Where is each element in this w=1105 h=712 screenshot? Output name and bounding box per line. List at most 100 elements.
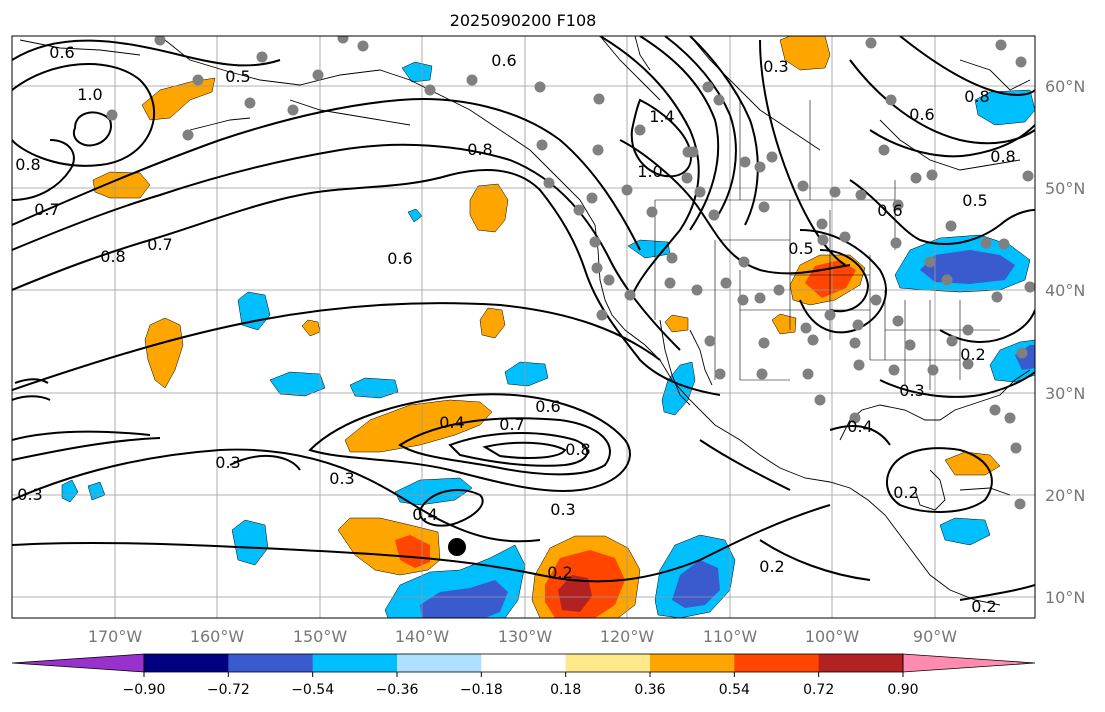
lat-label: 10°N <box>1045 588 1085 607</box>
contour-label: 0.2 <box>971 597 996 616</box>
contour-label: 0.4 <box>847 417 872 436</box>
state-borders <box>654 100 1000 390</box>
contour-label: 0.6 <box>877 201 902 220</box>
colorbar-cell <box>734 654 820 672</box>
graticule <box>12 36 1035 618</box>
contour-label: 0.6 <box>49 43 74 62</box>
orange-area-small-1 <box>479 307 506 339</box>
contour-label: 0.3 <box>215 453 240 472</box>
lon-label: 100°W <box>805 627 860 646</box>
latitude-labels: 60°N 50°N 40°N 30°N 20°N 10°N <box>1045 77 1085 607</box>
contour-label: 0.6 <box>535 397 560 416</box>
midblue-area-great-lakes <box>920 250 1015 284</box>
contour-label: 0.8 <box>964 87 989 106</box>
contour-label: 0.5 <box>962 191 987 210</box>
contour-label: 0.8 <box>565 440 590 459</box>
colorbar-cell <box>312 654 398 672</box>
storm-center-dot <box>448 538 466 556</box>
lon-label: 140°W <box>395 627 450 646</box>
lon-label: 130°W <box>498 627 553 646</box>
lat-label: 50°N <box>1045 179 1085 198</box>
contour-label: 0.2 <box>960 345 985 364</box>
coastlines <box>19 36 1031 606</box>
blue-area-mid-4 <box>504 361 549 387</box>
contour-label: 0.2 <box>547 563 572 582</box>
colorbar-tick-label: −0.36 <box>376 682 419 698</box>
blue-area-mid-2 <box>269 371 326 397</box>
lon-label: 150°W <box>293 627 348 646</box>
contour-lines <box>12 36 1035 601</box>
blue-area-caribbean <box>939 517 991 546</box>
contour-label: 0.6 <box>909 105 934 124</box>
orange-area-baja <box>664 314 689 333</box>
colorbar-cell <box>650 654 735 672</box>
contour-label: 0.5 <box>788 239 813 258</box>
lon-label: 110°W <box>703 627 758 646</box>
contour-label: 0.3 <box>763 57 788 76</box>
contour-label: 0.7 <box>499 415 524 434</box>
blue-area-mid-5 <box>394 477 473 506</box>
contour-label: 0.2 <box>893 483 918 502</box>
colorbar: −0.90 −0.72 −0.54 −0.36 −0.18 0.18 0.36 0.54 0.7… <box>11 653 1036 698</box>
lat-label: 20°N <box>1045 486 1085 505</box>
lat-label: 30°N <box>1045 384 1085 403</box>
contour-label: 0.8 <box>100 247 125 266</box>
lat-label: 40°N <box>1045 281 1085 300</box>
orange-area-small-2 <box>301 319 321 337</box>
contour-label: 0.6 <box>387 249 412 268</box>
colorbar-cell <box>481 654 567 672</box>
contour-label: 1.0 <box>77 85 102 104</box>
midblue-area-south-2 <box>672 560 720 608</box>
midblue-area-south-1 <box>420 580 508 618</box>
orange-area-canada <box>779 36 831 71</box>
contour-label: 0.7 <box>34 200 59 219</box>
colorbar-extend-min <box>11 653 145 673</box>
colorbar-tick-label: −0.54 <box>291 682 334 698</box>
contour-label: 1.0 <box>637 162 662 181</box>
contour-label: 0.6 <box>491 51 516 70</box>
lon-label: 170°W <box>88 627 143 646</box>
contour-label: 0.8 <box>467 140 492 159</box>
longitude-labels: 170°W 160°W 150°W 140°W 130°W 120°W 110°… <box>88 627 957 646</box>
contour-label: 0.3 <box>550 500 575 519</box>
darkred-area-south-central <box>558 575 592 612</box>
red-area-plains <box>805 260 856 298</box>
contour-label: 1.4 <box>649 107 674 126</box>
contour-label: 0.8 <box>15 155 40 174</box>
orange-area-ak-gulf <box>141 77 216 121</box>
colorbar-cell <box>818 654 904 672</box>
orange-area-central-pacific <box>144 317 184 389</box>
contour-label: 0.8 <box>990 147 1015 166</box>
colorbar-cell <box>397 654 482 672</box>
contour-label: 0.5 <box>225 67 250 86</box>
lon-label: 90°W <box>913 627 957 646</box>
contour-labels: 0.6 1.0 0.5 0.8 0.7 0.8 0.7 0.6 0.6 1.4 … <box>15 43 1015 616</box>
contour-label: 0.7 <box>147 235 172 254</box>
colorbar-extend-max <box>902 653 1036 673</box>
colorbar-tick-label: 0.72 <box>803 682 834 698</box>
orange-area-west-pacific <box>92 171 151 199</box>
map-frame <box>11 35 1036 619</box>
contour-label: 0.3 <box>899 381 924 400</box>
colorbar-tick-label: 0.90 <box>887 682 918 698</box>
lon-label: 120°W <box>600 627 655 646</box>
orange-area-northeast-pacific <box>469 183 509 233</box>
colorbar-tick-label: −0.18 <box>460 682 503 698</box>
contour-label: 0.4 <box>412 505 437 524</box>
blue-area-mid-7 <box>61 479 79 503</box>
red-area-south-west <box>395 535 430 568</box>
colorbar-cell <box>228 654 314 672</box>
colorbar-tick-label: 0.36 <box>634 682 665 698</box>
contour-label: 0.2 <box>759 557 784 576</box>
lat-label: 60°N <box>1045 77 1085 96</box>
map-panel: 0.6 1.0 0.5 0.8 0.7 0.8 0.7 0.6 0.6 1.4 … <box>12 36 1035 618</box>
map-title: 2025090200 F108 <box>450 11 597 30</box>
orange-area-band <box>344 399 493 453</box>
colorbar-tick-label: 0.18 <box>550 682 581 698</box>
station-dots <box>106 36 1035 510</box>
colorbar-cell <box>565 654 651 672</box>
contour-label: 0.3 <box>329 469 354 488</box>
lon-label: 160°W <box>190 627 245 646</box>
colorbar-tick-label: 0.54 <box>719 682 750 698</box>
colorbar-tick-label: −0.72 <box>207 682 250 698</box>
